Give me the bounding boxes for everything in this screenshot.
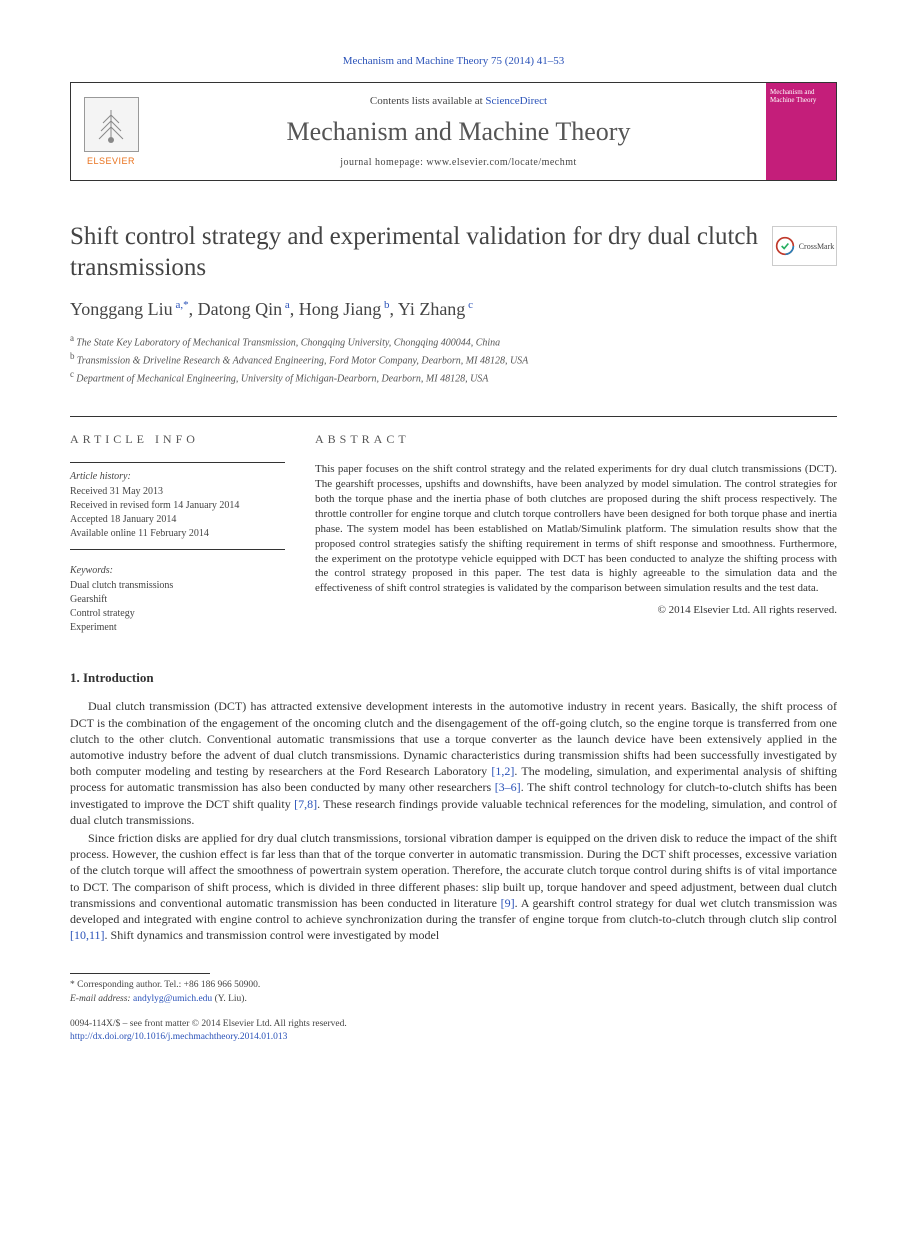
- author-affiliation-marker: a,: [173, 299, 183, 311]
- bottom-metadata: 0094-114X/$ – see front matter © 2014 El…: [70, 1018, 837, 1045]
- crossmark-label: CrossMark: [799, 242, 835, 251]
- journal-reference[interactable]: Mechanism and Machine Theory 75 (2014) 4…: [70, 55, 837, 67]
- affiliation-text: The State Key Laboratory of Mechanical T…: [76, 337, 500, 348]
- ref-9[interactable]: [9]: [501, 896, 515, 910]
- author-separator: ,: [290, 299, 299, 319]
- author-affiliation-marker: c: [465, 299, 473, 311]
- contents-available-line: Contents lists available at ScienceDirec…: [161, 95, 756, 107]
- crossmark-badge[interactable]: CrossMark: [772, 226, 837, 266]
- keywords-label: Keywords:: [70, 565, 285, 576]
- history-list: Received 31 May 2013Received in revised …: [70, 485, 285, 541]
- email-line: E-mail address: andylyg@umich.edu (Y. Li…: [70, 993, 837, 1006]
- sciencedirect-link[interactable]: ScienceDirect: [485, 95, 547, 107]
- ref-7-8[interactable]: [7,8]: [294, 797, 317, 811]
- header-center: Contents lists available at ScienceDirec…: [151, 83, 766, 180]
- footnote-separator: [70, 973, 210, 974]
- ref-3-6[interactable]: [3–6]: [495, 780, 521, 794]
- ref-10-11[interactable]: [10,11]: [70, 928, 105, 942]
- history-label: Article history:: [70, 471, 285, 482]
- homepage-prefix: journal homepage:: [340, 157, 426, 168]
- abstract-column: ABSTRACT This paper focuses on the shift…: [315, 432, 837, 635]
- affiliation-text: Department of Mechanical Engineering, Un…: [76, 373, 488, 384]
- homepage-line: journal homepage: www.elsevier.com/locat…: [161, 157, 756, 168]
- history-item: Received in revised form 14 January 2014: [70, 499, 285, 513]
- info-divider-top: [70, 462, 285, 463]
- author-separator: ,: [189, 299, 198, 319]
- author: Datong Qin: [198, 299, 283, 319]
- author-separator: ,: [389, 299, 397, 319]
- affiliation-line: a The State Key Laboratory of Mechanical…: [70, 332, 837, 350]
- abstract-header: ABSTRACT: [315, 432, 837, 447]
- affiliation-line: c Department of Mechanical Engineering, …: [70, 368, 837, 386]
- article-info-column: ARTICLE INFO Article history: Received 3…: [70, 432, 285, 635]
- author: Hong Jiang: [299, 299, 382, 319]
- doi-link[interactable]: http://dx.doi.org/10.1016/j.mechmachtheo…: [70, 1032, 287, 1042]
- email-link[interactable]: andylyg@umich.edu: [133, 994, 212, 1004]
- affiliation-line: b Transmission & Driveline Research & Ad…: [70, 350, 837, 368]
- introduction-body: Dual clutch transmission (DCT) has attra…: [70, 698, 837, 943]
- author: Yi Zhang: [398, 299, 466, 319]
- affiliations: a The State Key Laboratory of Mechanical…: [70, 332, 837, 387]
- journal-header-box: ELSEVIER Contents lists available at Sci…: [70, 82, 837, 181]
- journal-cover-thumbnail[interactable]: Mechanism and Machine Theory: [766, 83, 836, 180]
- keyword-item: Experiment: [70, 621, 285, 635]
- history-item: Available online 11 February 2014: [70, 527, 285, 541]
- intro-para-1: Dual clutch transmission (DCT) has attra…: [70, 698, 837, 828]
- corresponding-author-note: * Corresponding author. Tel.: +86 186 96…: [70, 979, 837, 992]
- contents-prefix: Contents lists available at: [370, 95, 485, 107]
- ref-1-2[interactable]: [1,2]: [491, 764, 514, 778]
- elsevier-label: ELSEVIER: [87, 156, 135, 166]
- info-divider-bottom: [70, 549, 285, 550]
- author: Yonggang Liu: [70, 299, 173, 319]
- elsevier-logo[interactable]: ELSEVIER: [71, 83, 151, 180]
- footnotes: * Corresponding author. Tel.: +86 186 96…: [70, 979, 837, 1006]
- issn-line: 0094-114X/$ – see front matter © 2014 El…: [70, 1018, 837, 1031]
- abstract-copyright: © 2014 Elsevier Ltd. All rights reserved…: [315, 604, 837, 616]
- crossmark-icon: [775, 236, 795, 256]
- intro-para-2: Since friction disks are applied for dry…: [70, 830, 837, 943]
- history-item: Accepted 18 January 2014: [70, 513, 285, 527]
- p2-text-c: . Shift dynamics and transmission contro…: [105, 928, 440, 942]
- email-label: E-mail address:: [70, 994, 133, 1004]
- elsevier-tree-icon: [84, 97, 139, 152]
- author-affiliation-marker: a: [282, 299, 290, 311]
- keywords-list: Dual clutch transmissionsGearshiftContro…: [70, 579, 285, 635]
- cover-title: Mechanism and Machine Theory: [770, 89, 832, 104]
- homepage-url[interactable]: www.elsevier.com/locate/mechmt: [426, 157, 576, 168]
- affiliation-text: Transmission & Driveline Research & Adva…: [77, 355, 529, 366]
- authors-line: Yonggang Liu a,*, Datong Qin a, Hong Jia…: [70, 299, 837, 320]
- affiliation-key: b: [70, 351, 77, 361]
- keyword-item: Dual clutch transmissions: [70, 579, 285, 593]
- history-item: Received 31 May 2013: [70, 485, 285, 499]
- keyword-item: Control strategy: [70, 607, 285, 621]
- article-title: Shift control strategy and experimental …: [70, 221, 837, 284]
- keyword-item: Gearshift: [70, 593, 285, 607]
- article-info-header: ARTICLE INFO: [70, 432, 285, 447]
- abstract-text: This paper focuses on the shift control …: [315, 462, 837, 596]
- email-name: (Y. Liu).: [212, 994, 247, 1004]
- journal-title: Mechanism and Machine Theory: [161, 117, 756, 147]
- introduction-header: 1. Introduction: [70, 670, 837, 686]
